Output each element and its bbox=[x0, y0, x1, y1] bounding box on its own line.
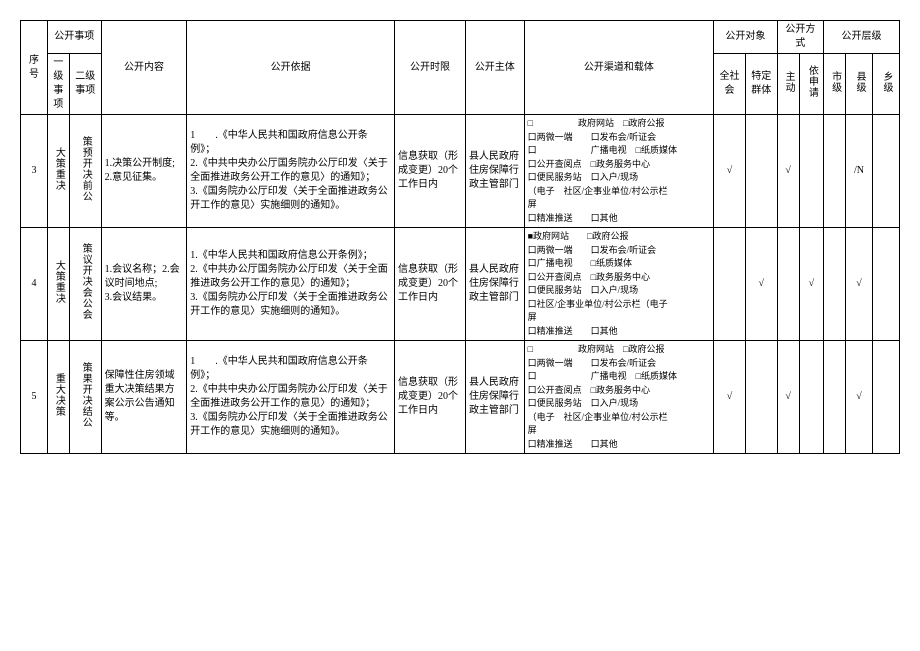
cell: 1.会议名称；2.会议时间地点; 3.会议结果。 bbox=[101, 228, 187, 341]
header-time: 公开时限 bbox=[395, 21, 466, 115]
cell bbox=[824, 341, 846, 454]
cell: 信息获取（形成变更）20个工作日内 bbox=[395, 341, 466, 454]
header-spec: 特定群体 bbox=[745, 54, 777, 115]
cell bbox=[799, 115, 823, 228]
cell: 重大决策 bbox=[47, 341, 69, 454]
header-city: 市级 bbox=[824, 54, 846, 115]
cell: 策预开决前公 bbox=[69, 115, 101, 228]
header-apply: 依申请 bbox=[799, 54, 823, 115]
cell: 4 bbox=[21, 228, 48, 341]
header-seq: 序号 bbox=[21, 21, 48, 115]
cell: 信息获取（形成变更）20个工作日内 bbox=[395, 228, 466, 341]
cell: √ bbox=[846, 341, 873, 454]
table-row: 4大策重决策议开决会公会1.会议名称；2.会议时间地点; 3.会议结果。1.《中… bbox=[21, 228, 900, 341]
header-l2: 二级事项 bbox=[69, 54, 101, 115]
header-l1: 一级事项 bbox=[47, 54, 69, 115]
cell: 1.《中华人民共和国政府信息公开条例》； 2.《中共办公厅国务院办公厅印发〈关于… bbox=[187, 228, 395, 341]
cell bbox=[745, 115, 777, 228]
header-method: 公开方式 bbox=[777, 21, 823, 54]
cell: □ 政府网站 □政府公报 口两微一端 口发布会/听证会 口 广播电视 □纸质媒体… bbox=[524, 115, 713, 228]
header-matter: 公开事项 bbox=[47, 21, 101, 54]
header-content: 公开内容 bbox=[101, 21, 187, 115]
cell: 1 .《中华人民共和国政府信息公开条例》； 2.《中共中央办公厅国务院办公厅印发… bbox=[187, 341, 395, 454]
cell: 策议开决会公会 bbox=[69, 228, 101, 341]
cell: □ 政府网站 □政府公报 口两微一端 口发布会/听证会 口 广播电视 □纸质媒体… bbox=[524, 341, 713, 454]
cell bbox=[872, 115, 899, 228]
cell: √ bbox=[777, 115, 799, 228]
cell: √ bbox=[714, 341, 746, 454]
cell: √ bbox=[714, 115, 746, 228]
cell: 3 bbox=[21, 115, 48, 228]
cell bbox=[872, 341, 899, 454]
header-level: 公开层级 bbox=[824, 21, 900, 54]
disclosure-table: 序号 公开事项 公开内容 公开依据 公开时限 公开主体 公开渠道和载体 公开对象… bbox=[20, 20, 900, 454]
cell: 信息获取（形成变更）20个工作日内 bbox=[395, 115, 466, 228]
cell bbox=[824, 115, 846, 228]
header-all: 全社会 bbox=[714, 54, 746, 115]
cell: 1.决策公开制度; 2.意见征集。 bbox=[101, 115, 187, 228]
cell: 5 bbox=[21, 341, 48, 454]
cell: ■政府网站 □政府公报 口两微一端 口发布会/听证会 口广播电视 □纸质媒体 口… bbox=[524, 228, 713, 341]
header-basis: 公开依据 bbox=[187, 21, 395, 115]
cell: 县人民政府住房保障行政主管部门 bbox=[465, 115, 524, 228]
cell bbox=[799, 341, 823, 454]
cell: 县人民政府住房保障行政主管部门 bbox=[465, 228, 524, 341]
cell: √ bbox=[745, 228, 777, 341]
cell: √ bbox=[799, 228, 823, 341]
header-target: 公开对象 bbox=[714, 21, 778, 54]
cell: /N bbox=[846, 115, 873, 228]
table-body: 3大策重决策预开决前公1.决策公开制度; 2.意见征集。1 .《中华人民共和国政… bbox=[21, 115, 900, 454]
cell bbox=[745, 341, 777, 454]
cell bbox=[824, 228, 846, 341]
header-body: 公开主体 bbox=[465, 21, 524, 115]
cell bbox=[777, 228, 799, 341]
cell: 策果开决结公 bbox=[69, 341, 101, 454]
table-header: 序号 公开事项 公开内容 公开依据 公开时限 公开主体 公开渠道和载体 公开对象… bbox=[21, 21, 900, 115]
header-town: 乡级 bbox=[872, 54, 899, 115]
cell bbox=[714, 228, 746, 341]
cell bbox=[872, 228, 899, 341]
cell: √ bbox=[777, 341, 799, 454]
header-channel: 公开渠道和载体 bbox=[524, 21, 713, 115]
header-county: 县级 bbox=[846, 54, 873, 115]
cell: √ bbox=[846, 228, 873, 341]
cell: 县人民政府住房保障行政主管部门 bbox=[465, 341, 524, 454]
cell: 保障性住房领域重大决策结果方案公示公告通知等。 bbox=[101, 341, 187, 454]
table-row: 3大策重决策预开决前公1.决策公开制度; 2.意见征集。1 .《中华人民共和国政… bbox=[21, 115, 900, 228]
header-active: 主动 bbox=[777, 54, 799, 115]
cell: 大策重决 bbox=[47, 115, 69, 228]
table-row: 5重大决策策果开决结公保障性住房领域重大决策结果方案公示公告通知等。1 .《中华… bbox=[21, 341, 900, 454]
cell: 1 .《中华人民共和国政府信息公开条例》； 2.《中共中央办公厅国务院办公厅印发… bbox=[187, 115, 395, 228]
cell: 大策重决 bbox=[47, 228, 69, 341]
